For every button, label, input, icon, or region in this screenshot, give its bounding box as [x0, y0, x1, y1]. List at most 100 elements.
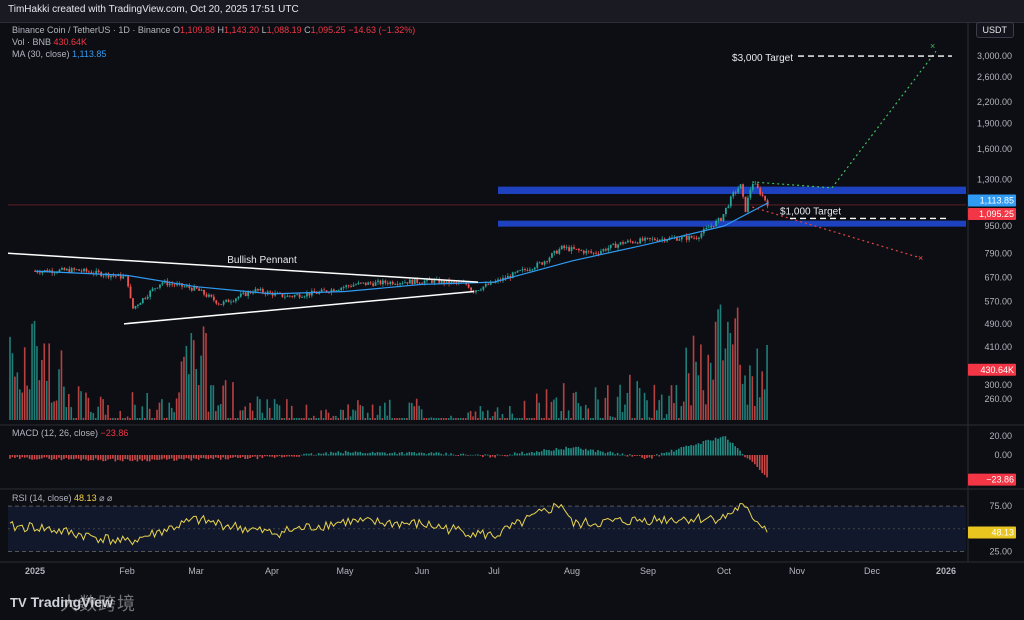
macd-bar — [582, 449, 585, 456]
volume-bar — [114, 418, 117, 420]
macd-bar — [609, 451, 612, 456]
volume-bar — [112, 418, 114, 420]
volume-bar — [339, 409, 342, 420]
macd-bar — [462, 453, 465, 456]
volume-bar — [489, 418, 491, 420]
macd-bar — [489, 455, 491, 458]
candle-body — [183, 286, 186, 288]
candle-body — [227, 299, 230, 303]
volume-bar — [543, 417, 545, 420]
volume-bar — [621, 412, 624, 420]
candle-body — [536, 262, 539, 268]
tradingview-mark-icon: TV — [10, 595, 27, 610]
candle-body — [369, 282, 372, 284]
candle-body — [766, 200, 769, 206]
volume-bar — [513, 418, 516, 420]
volume-bar — [72, 418, 75, 420]
candle-body — [590, 251, 593, 253]
rsi-visibility-icons[interactable]: ⌀ ⌀ — [99, 493, 113, 503]
macd-bar — [124, 455, 126, 459]
candle-body — [328, 292, 330, 293]
candle-body — [139, 303, 142, 305]
macd-bar — [23, 455, 26, 458]
macd-bar — [244, 455, 246, 459]
macd-bar — [501, 455, 504, 456]
macd-bar — [575, 446, 577, 456]
macd-bar — [36, 455, 38, 460]
macd-bar — [562, 449, 565, 456]
volume-bar — [501, 414, 504, 420]
volume-bar — [739, 364, 741, 420]
volume-bar — [697, 375, 700, 420]
volume-bar — [241, 410, 244, 420]
volume-bar — [702, 390, 705, 420]
volume-bar — [261, 412, 264, 420]
volume-bar — [727, 321, 729, 420]
volume-bar — [26, 385, 28, 420]
volume-bar — [643, 392, 646, 420]
macd-bar — [506, 455, 509, 457]
volume-bar — [381, 418, 384, 420]
macd-bar — [210, 455, 212, 459]
macd-bar — [599, 451, 602, 456]
candle-body — [48, 270, 51, 273]
candle-body — [391, 281, 394, 285]
volume-bar — [178, 392, 180, 420]
candle-body — [154, 288, 156, 290]
macd-bar — [139, 455, 141, 460]
volume-bar — [406, 418, 408, 420]
volume-bar — [28, 389, 31, 420]
macd-bar — [437, 452, 440, 456]
macd-bar — [550, 450, 553, 456]
macd-bar — [486, 454, 489, 456]
macd-bar — [614, 454, 616, 456]
volume-bar — [629, 374, 631, 420]
volume-bar — [141, 406, 144, 420]
candle-body — [159, 284, 161, 288]
macd-bar — [26, 455, 28, 458]
volume-bar — [224, 380, 227, 420]
macd-bar — [197, 455, 200, 460]
volume-bar — [192, 340, 195, 420]
macd-bar — [70, 455, 73, 460]
macd-bar — [616, 452, 619, 456]
macd-bar — [219, 455, 222, 460]
high-value: 1,143.20 — [224, 25, 260, 35]
candle-body — [732, 192, 735, 197]
macd-bar — [161, 455, 163, 460]
macd-bar — [224, 455, 227, 460]
x-tick-label: Sep — [640, 566, 656, 576]
volume-bar — [158, 402, 161, 420]
currency-selector[interactable]: USDT — [975, 22, 1014, 38]
macd-bar — [543, 449, 545, 456]
price-tick-label: 570.00 — [984, 296, 1012, 306]
rsi-badge: 48.13 — [991, 527, 1014, 537]
candle-body — [399, 283, 401, 285]
candle-body — [237, 296, 240, 299]
candle-body — [291, 296, 294, 298]
macd-bar — [673, 451, 675, 456]
candle-body — [475, 290, 477, 293]
macd-bar — [325, 452, 327, 456]
volume-bar — [548, 418, 550, 420]
volume-bar — [709, 362, 712, 420]
volume-bar — [567, 410, 570, 420]
macd-bar — [555, 447, 558, 456]
macd-bar — [692, 445, 695, 456]
volume-bar — [464, 418, 467, 420]
candle-body — [727, 206, 730, 208]
volume-bar — [117, 418, 119, 420]
volume-bar — [445, 418, 447, 420]
candle-body — [504, 277, 507, 279]
macd-bar — [65, 455, 68, 458]
volume-bar — [599, 418, 602, 420]
macd-bar — [117, 455, 119, 460]
candle-body — [492, 281, 495, 283]
macd-bar — [87, 455, 90, 461]
candle-body — [455, 282, 458, 283]
candle-body — [345, 285, 348, 288]
macd-bar — [685, 445, 687, 456]
volume-bar — [359, 405, 362, 420]
macd-bar — [589, 449, 592, 456]
